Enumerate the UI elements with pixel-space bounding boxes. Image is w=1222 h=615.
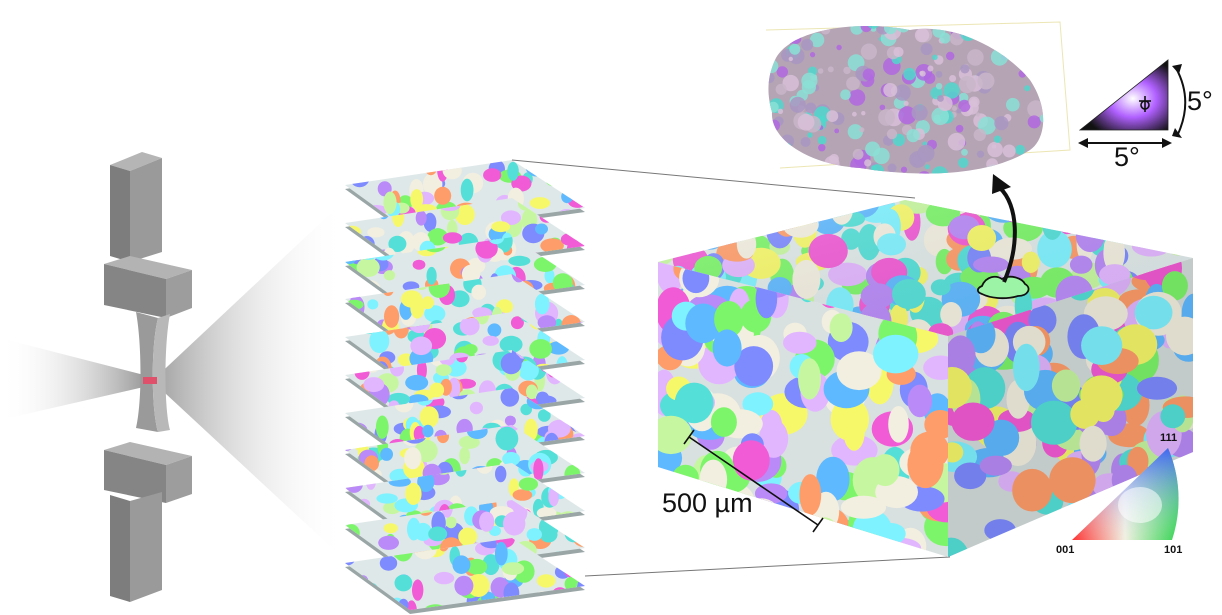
misorientation-legend: 5° 5° (1078, 59, 1213, 172)
diffracted-cone (152, 200, 345, 560)
ipf-label-101: 101 (1164, 544, 1182, 556)
slice-stack (345, 160, 585, 614)
scale-bar (683, 429, 824, 533)
selected-grain-outline (976, 275, 1030, 300)
grain-zoom-view (765, 21, 1071, 174)
projection-lines (511, 159, 951, 577)
ipf-label-111: 111 (1160, 432, 1177, 444)
horizontal-angle-label: 5° (1114, 142, 1140, 172)
vertical-angle-label: 5° (1187, 86, 1213, 116)
misorientation-marker (1139, 96, 1151, 112)
zoom-arrow (992, 174, 1017, 283)
incoming-beam (0, 338, 148, 420)
ipf-label-001: 001 (1056, 544, 1074, 556)
beam-spot (143, 377, 157, 384)
tensile-specimen (0, 152, 345, 602)
scale-bar-label: 500 µm (662, 488, 753, 518)
